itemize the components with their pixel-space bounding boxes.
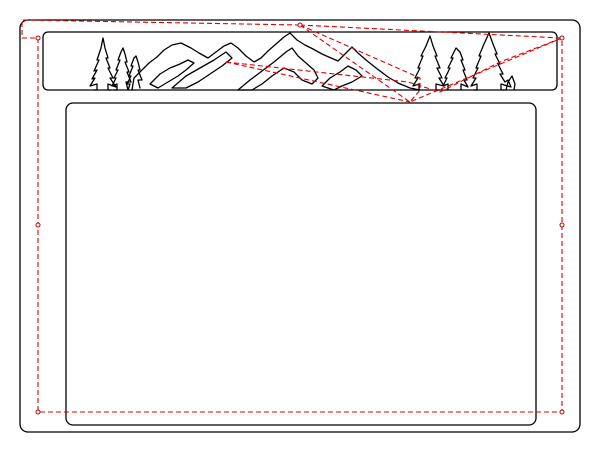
pine-trees-right [412, 32, 516, 91]
tab-markers [35, 22, 565, 415]
tab-marker [559, 35, 565, 41]
tab-marker [559, 222, 565, 228]
mountain-skyline-outline [131, 32, 421, 91]
tab-marker [559, 409, 565, 415]
ridge-cutout-left [149, 59, 195, 89]
tool-travel-path [21, 19, 563, 413]
tab-marker [297, 22, 303, 28]
pine-tree-3 [126, 55, 143, 91]
mountain-silhouette [131, 32, 421, 91]
travel-diagonal-a [299, 24, 563, 103]
travel-diagonal-b [299, 24, 421, 103]
pine-tree-4 [412, 35, 445, 91]
pine-tree-7 [505, 75, 516, 91]
ridge-cutout-right [321, 65, 363, 91]
center-panel-opening [65, 102, 537, 426]
travel-diagonal-d [225, 37, 563, 93]
ridge-cutout-center [237, 47, 319, 91]
outer-frame-outline [19, 19, 581, 433]
pine-tree-1 [89, 37, 117, 91]
pine-tree-2 [111, 47, 132, 91]
ridge-cutout-mid [171, 51, 233, 89]
travel-diagonal-e [299, 24, 563, 39]
pine-trees-left [89, 37, 143, 91]
tab-marker [35, 35, 41, 41]
travel-perimeter [21, 19, 563, 413]
top-banner-cutout [42, 31, 558, 91]
travel-diagonal-c [225, 61, 411, 103]
tab-marker [35, 409, 41, 415]
tab-marker [35, 222, 41, 228]
pine-tree-6 [470, 32, 512, 91]
